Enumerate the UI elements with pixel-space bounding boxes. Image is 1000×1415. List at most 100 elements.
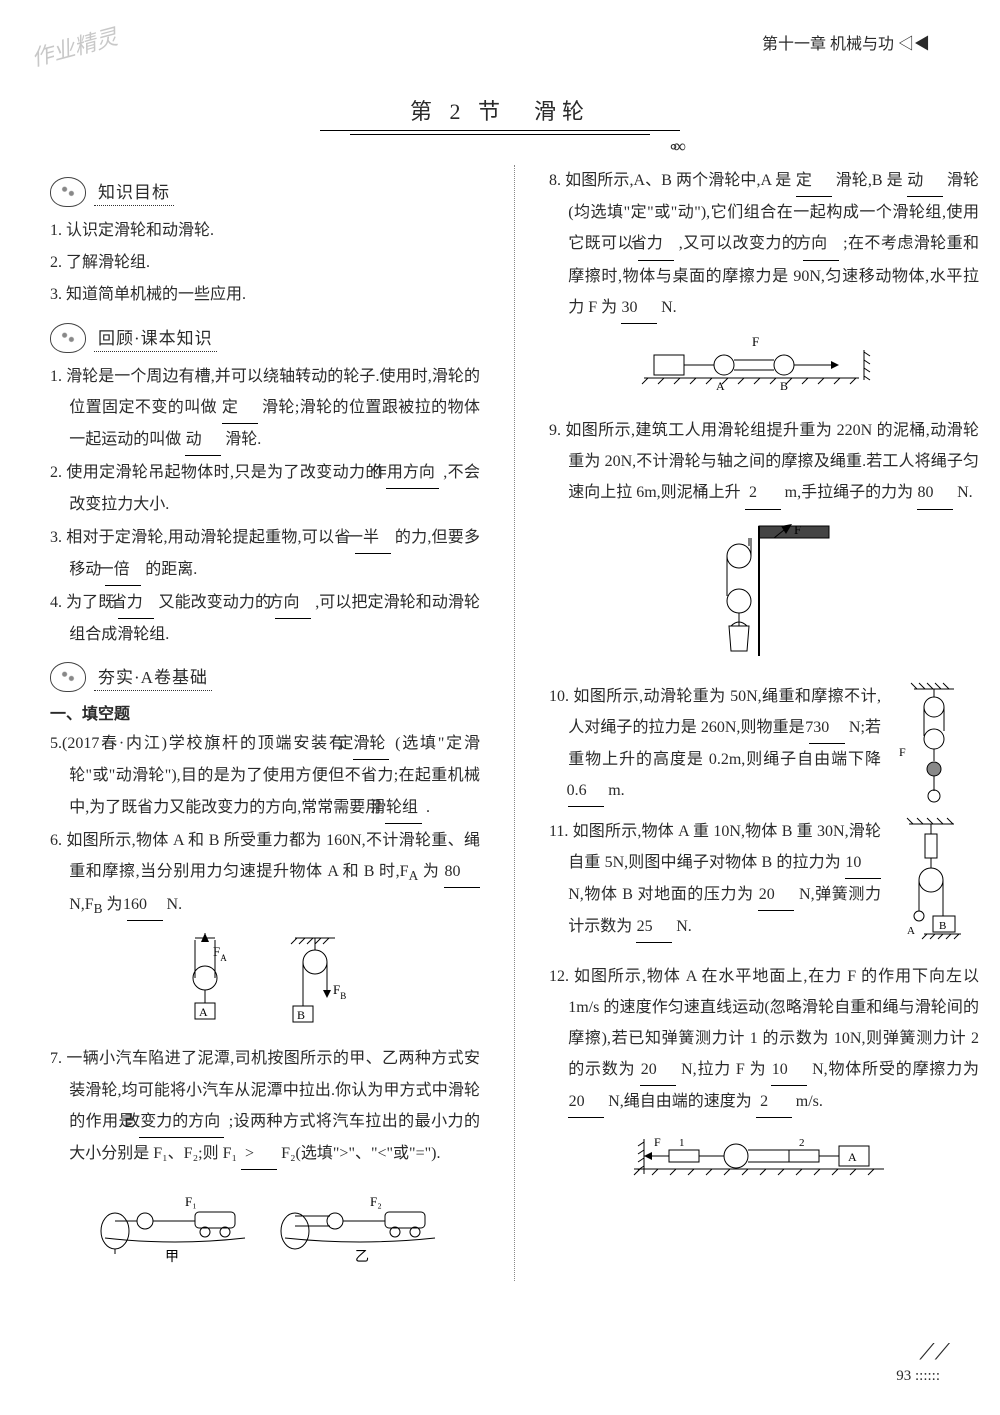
t: 2. 使用定滑轮吊起物体时,只是为了改变动力的 — [50, 464, 382, 481]
goal-2: 2. 了解滑轮组. — [50, 247, 480, 278]
t: m. — [608, 782, 624, 799]
blank: 作用方向 — [386, 457, 439, 489]
t: 3. 相对于定滑轮,用动滑轮提起重物,可以省 — [50, 529, 350, 546]
t: 为 — [423, 863, 440, 880]
t: N,物体所受的摩擦力为 — [812, 1061, 979, 1078]
t: 为 — [107, 896, 123, 913]
blank: 省力 — [638, 228, 674, 260]
t: m,手拉绳子的力为 — [785, 484, 913, 501]
svg-text:F: F — [794, 522, 801, 537]
title-underline — [350, 134, 650, 135]
t: ,又可以改变力的 — [679, 235, 798, 252]
right-column: 8. 如图所示,A、B 两个滑轮中,A 是 定 滑轮,B 是 动 滑轮(均选填"… — [549, 165, 979, 1281]
t: N. — [661, 299, 677, 316]
review-1: 1. 滑轮是一个周边有槽,并可以绕轴转动的轮子.使用时,滑轮的位置固定不变的叫做… — [50, 361, 480, 457]
svg-text:F: F — [654, 1135, 661, 1149]
blank: 动 — [907, 165, 943, 197]
t: 又能改变动力的 — [158, 594, 271, 611]
q12-figure: F 1 2 A — [549, 1124, 979, 1199]
q8-figure: F A B — [549, 330, 979, 405]
svg-text:F₂: F₂ — [370, 1194, 382, 1209]
goal-3: 3. 知道简单机械的一些应用. — [50, 279, 480, 310]
blank: 省力 — [118, 587, 154, 619]
review-4: 4. 为了既 省力 又能改变动力的 方向 ,可以把定滑轮和动滑轮组合成滑轮组. — [50, 587, 480, 650]
blank: 25 — [636, 911, 672, 943]
blank: > — [241, 1138, 277, 1170]
blank: 730 — [809, 712, 845, 744]
q11: 11. 如图所示,物体 A 重 10N,物体 B 重 30N,滑轮自重 5N,则… — [549, 816, 881, 944]
page-deco-icon: ⟋⟋ — [919, 1339, 950, 1365]
t: N. — [167, 896, 183, 913]
section-icon — [50, 177, 86, 207]
blank: 20 — [640, 1054, 676, 1086]
q10-block: 10. 如图所示,动滑轮重为 50N,绳重和摩擦不计,人对绳子的拉力是 260N… — [549, 681, 979, 816]
q6-figure: FA A FB B — [50, 928, 480, 1033]
t: 8. 如图所示,A、B 两个滑轮中,A 是 — [549, 172, 791, 189]
section-review-label: 回顾·课本知识 — [94, 324, 217, 352]
goal-1: 1. 认识定滑轮和动滑轮. — [50, 215, 480, 246]
horizontal-pulley-icon: F A B — [634, 330, 894, 400]
svg-text:F: F — [899, 745, 906, 759]
blank: 一半 — [355, 522, 391, 554]
q11-block: 11. 如图所示,物体 A 重 10N,物体 B 重 30N,滑轮自重 5N,则… — [549, 816, 979, 961]
svg-text:A: A — [199, 1005, 208, 1019]
section-review-head: 回顾·课本知识 — [50, 323, 480, 353]
blank: 80 — [444, 856, 480, 888]
svg-text:F: F — [752, 334, 759, 349]
q9-figure: F — [549, 516, 979, 671]
t: N,绳自由端的速度为 — [608, 1093, 752, 1110]
pulley-ab-icon: FA A FB B — [145, 928, 385, 1028]
cap: 甲 — [165, 1250, 179, 1265]
blank: 方向 — [803, 228, 839, 260]
blank: 滑轮组 — [385, 792, 422, 824]
t: 11. 如图所示,物体 A 重 10N,物体 B 重 30N,滑轮自重 5N,则… — [549, 823, 881, 871]
pulley-person-icon: F — [889, 681, 969, 811]
section-practice-head: 夯实·A卷基础 — [50, 662, 480, 692]
car-pulley-icon: F₁ 甲 F₂ 乙 — [85, 1176, 445, 1266]
svg-text:A: A — [848, 1150, 857, 1164]
t: 5.(2017春·内江)学校旗杆的顶端安装有 — [50, 735, 347, 752]
title-deco-icon: ∘∞ — [668, 136, 680, 157]
t: N. — [676, 918, 692, 935]
blank: 160 — [127, 889, 163, 921]
t: F₂(选填">"、"<"或"="). — [281, 1145, 440, 1162]
svg-text:A: A — [907, 925, 915, 937]
blank: 方向 — [275, 587, 311, 619]
svg-text:B: B — [780, 379, 788, 393]
t: 的距离. — [145, 561, 197, 578]
svg-text:1: 1 — [679, 1137, 685, 1149]
page-number: 93 :::::: — [896, 1368, 940, 1385]
q5: 5.(2017春·内江)学校旗杆的顶端安装有 定滑轮 (选填"定滑轮"或"动滑轮… — [50, 728, 480, 824]
q7-figure: F₁ 甲 F₂ 乙 — [50, 1176, 480, 1271]
blank: 改变力的方向 — [139, 1106, 224, 1138]
q7: 7. 一辆小汽车陷进了泥潭,司机按图所示的甲、乙两种方式安装滑轮,均可能将小汽车… — [50, 1043, 480, 1170]
blank: 10 — [845, 847, 881, 879]
section-icon — [50, 323, 86, 353]
q10-figure: F — [889, 681, 979, 816]
q12: 12. 如图所示,物体 A 在水平地面上,在力 F 的作用下向左以 1m/s 的… — [549, 961, 979, 1119]
pulley-spring-icon: A B — [889, 816, 969, 956]
q8: 8. 如图所示,A、B 两个滑轮中,A 是 定 滑轮,B 是 动 滑轮(均选填"… — [549, 165, 979, 324]
blank: 定 — [796, 165, 832, 197]
section-practice-label: 夯实·A卷基础 — [94, 663, 212, 691]
svg-text:FB: FB — [333, 982, 346, 1001]
chapter-header: 第十一章 机械与功 ◁◀ — [50, 30, 950, 54]
title-block: 第 2 节 滑轮 ∘∞ — [50, 94, 950, 135]
blank: 80 — [917, 477, 953, 509]
svg-text:B: B — [297, 1008, 305, 1022]
q10: 10. 如图所示,动滑轮重为 50N,绳重和摩擦不计,人对绳子的拉力是 260N… — [549, 681, 881, 808]
two-column-layout: 知识目标 1. 认识定滑轮和动滑轮. 2. 了解滑轮组. 3. 知道简单机械的一… — [50, 165, 950, 1281]
blank: 0.6 — [568, 775, 604, 807]
watermark: 作业精灵 — [27, 19, 120, 73]
t: N,物体 B 对地面的压力为 — [568, 886, 754, 903]
t: N. — [957, 484, 973, 501]
chapter-text: 第十一章 机械与功 ◁◀ — [762, 36, 930, 53]
svg-text:F₁: F₁ — [185, 1194, 197, 1209]
section-icon — [50, 662, 86, 692]
t: N,F — [69, 896, 93, 913]
blank: 20 — [758, 879, 794, 911]
q6: 6. 如图所示,物体 A 和 B 所受重力都为 160N,不计滑轮重、绳重和摩擦… — [50, 825, 480, 923]
blank: 动 — [185, 424, 221, 456]
section-goals-head: 知识目标 — [50, 177, 480, 207]
t: N,拉力 F 为 — [681, 1061, 766, 1078]
